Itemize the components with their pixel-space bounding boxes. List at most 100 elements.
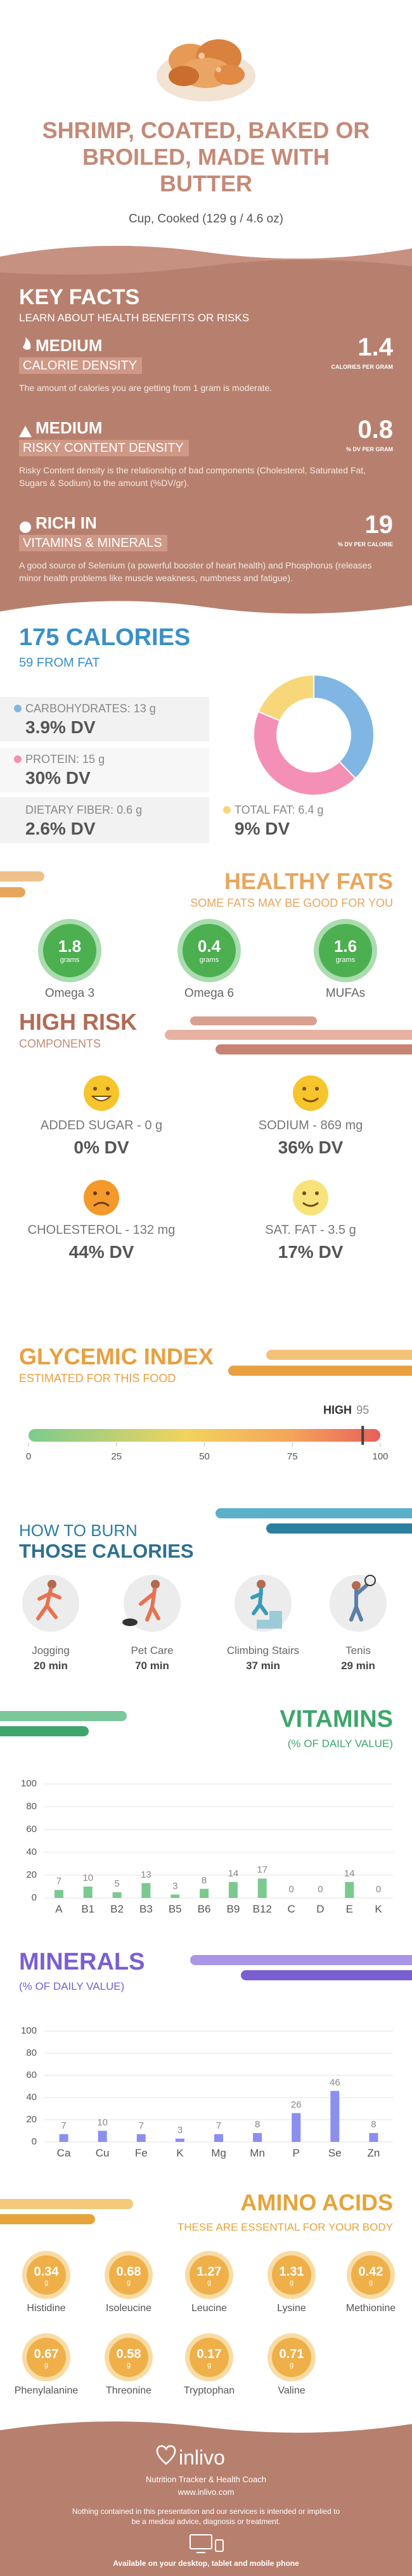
value-label: 8: [371, 2119, 377, 2130]
amino-value: 0.71: [279, 2347, 304, 2361]
value-label: 0: [318, 1884, 323, 1895]
bar: [292, 2113, 301, 2142]
face: [293, 1180, 328, 1215]
fact-name: RISKY CONTENT DENSITY: [19, 440, 298, 456]
nutrient-unit: g: [317, 804, 324, 816]
y-tick-label: 20: [26, 2114, 37, 2125]
value-label: 14: [344, 1868, 355, 1879]
amino-name: Lysine: [277, 2303, 306, 2314]
activity-icon: [122, 1575, 181, 1632]
bar: [257, 1878, 267, 1898]
value-label: 7: [56, 1876, 62, 1887]
footer-background: [0, 2421, 412, 2576]
fact-name: CALORIE DENSITY: [19, 357, 298, 374]
x-tick-label: B9: [226, 1903, 240, 1915]
bar: [83, 1887, 93, 1898]
x-tick-label: A: [55, 1903, 63, 1915]
nutrient-label: TOTAL FAT: 6.4 g: [235, 804, 412, 817]
risk-name: SODIUM - 869 mg: [258, 1118, 363, 1132]
section-subtitle: COMPONENTS: [19, 1037, 101, 1050]
brand: inlivo: [179, 2446, 225, 2469]
nutrient-unit: g: [149, 702, 156, 715]
disclaimer: Nothing contained in this presentation a…: [72, 2507, 340, 2526]
amino-name: Valine: [278, 2385, 306, 2396]
bar: [330, 2091, 340, 2142]
bar: [228, 1881, 238, 1898]
section-title: HIGH RISK: [19, 1009, 138, 1035]
x-tick-label: Zn: [367, 2147, 380, 2159]
value-label: 13: [141, 1869, 151, 1880]
nutrient-name: CARBOHYDRATES:: [25, 702, 131, 715]
availability: Available on your desktop, tablet and mo…: [113, 2559, 299, 2568]
nutrient-label: PROTEIN: 15 g: [25, 753, 216, 766]
amino-unit: g: [44, 2279, 49, 2286]
activity-name: Pet Care: [131, 1644, 174, 1656]
fact-level: MEDIUM: [35, 418, 103, 437]
bar: [112, 1892, 122, 1898]
x-tick-label: Fe: [134, 2147, 148, 2159]
y-tick-label: 60: [26, 1824, 37, 1835]
nutrient-unit: g: [98, 753, 105, 766]
value-label: 3: [172, 1880, 178, 1892]
nutrient-dv: 30% DV: [25, 768, 91, 788]
value-label: 5: [114, 1878, 120, 1889]
section-subtitle: (% OF DAILY VALUE): [19, 1980, 125, 1992]
amino-circle: [272, 2338, 311, 2377]
fact-value: 0.8: [357, 416, 393, 444]
fat-unit: grams: [199, 956, 219, 964]
risk-dv: 44% DV: [68, 1242, 134, 1262]
amino-circle: [27, 2338, 66, 2377]
donut-slice: [313, 674, 375, 779]
amino-unit: g: [126, 2279, 131, 2286]
amino-value: 0.17: [196, 2347, 222, 2361]
risk-name: ADDED SUGAR - 0 g: [40, 1118, 163, 1132]
wave: [0, 246, 412, 275]
bar: [136, 2134, 146, 2142]
section-subtitle: THESE ARE ESSENTIAL FOR YOUR BODY: [177, 2221, 393, 2233]
amino-circle: [109, 2338, 148, 2377]
x-tick-label: Mn: [250, 2147, 265, 2159]
amino-circle: [351, 2255, 390, 2295]
nutrient-amount: 15: [82, 753, 96, 766]
bar: [345, 1881, 354, 1898]
x-tick-label: B12: [252, 1903, 272, 1915]
amino-name: Isoleucine: [105, 2303, 152, 2314]
activity-icon: [330, 1575, 387, 1632]
risk-dv: 36% DV: [278, 1137, 344, 1157]
donut-slice: [253, 710, 357, 796]
fat-unit: grams: [60, 956, 80, 964]
bar: [54, 1890, 63, 1898]
activity-name: Climbing Stairs: [226, 1644, 300, 1656]
x-tick-label: D: [316, 1903, 325, 1915]
fat-value: 0.4: [197, 937, 221, 956]
x-tick-label: B5: [168, 1903, 182, 1915]
x-tick-label: Ca: [56, 2147, 71, 2159]
fact-description: Risky Content density is the relationshi…: [19, 465, 366, 488]
url: www.inlivo.com: [177, 2487, 235, 2497]
activity-icon: [235, 1575, 292, 1632]
fact-value: 19: [364, 511, 394, 539]
fat-value: 1.6: [333, 937, 357, 956]
section-title: HEALTHY FATS: [224, 868, 393, 894]
fact-unit: % DV PER CALORIE: [337, 541, 393, 548]
risk-name: SAT. FAT - 3.5 g: [265, 1223, 356, 1237]
amino-value: 0.68: [116, 2265, 141, 2279]
nutrient-unit: g: [136, 804, 143, 816]
key-facts-background: [0, 246, 412, 614]
stripes: [0, 871, 412, 2224]
legend-dot: [14, 755, 22, 763]
amino-value: 0.42: [358, 2265, 383, 2279]
amino-value: 0.67: [34, 2347, 59, 2361]
bar: [369, 2133, 378, 2142]
fact-name: CALORIE DENSITY: [19, 357, 143, 374]
amino-name: Phenylalanine: [14, 2385, 79, 2396]
section-subtitle: ESTIMATED FOR THIS FOOD: [19, 1372, 176, 1385]
fat-name: Omega 3: [44, 987, 95, 1000]
section-title: AMINO ACIDS: [240, 2189, 393, 2215]
value-label: 14: [228, 1868, 239, 1879]
amino-unit: g: [289, 2279, 294, 2286]
risk-name: CHOLESTEROL - 132 mg: [27, 1223, 176, 1237]
fact-level: MEDIUM: [35, 336, 103, 355]
